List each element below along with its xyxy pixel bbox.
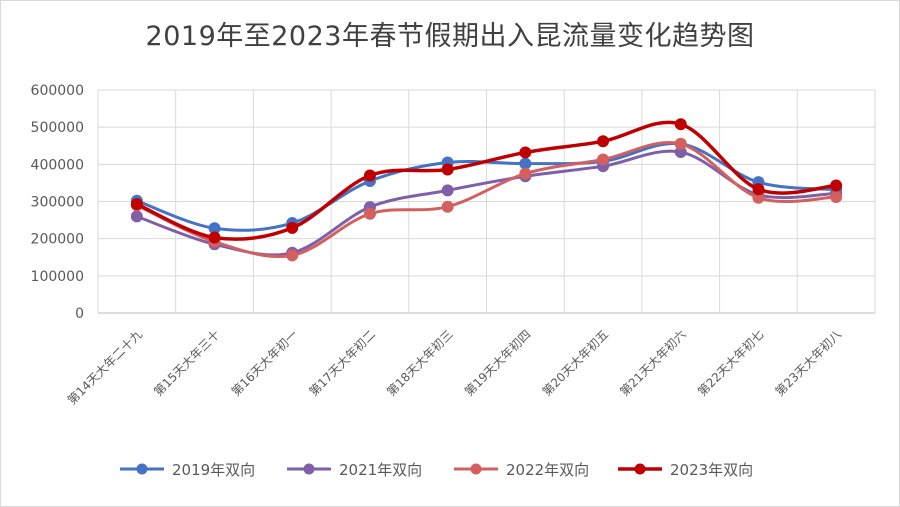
data-point	[752, 183, 765, 196]
x-tick-label: 第15天大年三十	[151, 327, 223, 399]
series-4	[130, 118, 843, 244]
data-point	[286, 221, 299, 234]
x-tick-label: 第23天大年初八	[773, 327, 845, 399]
data-point	[519, 157, 532, 170]
legend-label: 2019年双向	[172, 461, 255, 479]
legend-item: 2023年双向	[618, 461, 753, 479]
data-point	[519, 146, 532, 159]
series-group	[130, 118, 843, 262]
data-point	[830, 179, 843, 192]
legend-label: 2021年双向	[339, 461, 422, 479]
data-point	[674, 137, 687, 150]
data-point	[441, 184, 454, 197]
x-tick-label: 第16天大年初一	[229, 327, 301, 399]
series-line	[136, 141, 837, 259]
data-point	[130, 210, 143, 223]
x-tick-label: 第20天大年初五	[540, 327, 612, 399]
legend-marker	[470, 463, 482, 475]
data-point	[441, 200, 454, 213]
x-tick-label: 第18天大年初三	[384, 327, 456, 399]
legend-marker	[136, 463, 148, 475]
data-point	[363, 169, 376, 182]
legend-marker	[634, 463, 646, 475]
x-tick-label: 第21天大年初六	[617, 327, 689, 399]
x-tick-label: 第14天大年二十九	[65, 327, 145, 407]
series-line	[136, 120, 837, 241]
y-tick-label: 600000	[31, 83, 84, 99]
y-tick-label: 100000	[31, 269, 84, 285]
data-point	[130, 198, 143, 211]
legend: 2019年双向 2021年双向 2022年双向 2023年双向	[120, 461, 753, 479]
y-tick-label: 200000	[31, 232, 84, 248]
x-tick-label: 第22天大年初七	[695, 327, 767, 399]
x-tick-label: 第17天大年初二	[306, 327, 378, 399]
y-axis: 0 100000 200000 300000 400000 500000 600000	[31, 83, 84, 322]
data-point	[363, 207, 376, 220]
x-tick-label: 第19天大年初四	[462, 327, 534, 399]
y-tick-label: 0	[75, 306, 84, 322]
data-point	[830, 191, 843, 204]
legend-item: 2019年双向	[120, 461, 255, 479]
y-tick-label: 400000	[31, 157, 84, 173]
grid	[97, 89, 876, 314]
legend-label: 2023年双向	[670, 461, 753, 479]
data-point	[597, 135, 610, 148]
data-point	[208, 231, 221, 244]
legend-marker	[303, 463, 315, 475]
legend-label: 2022年双向	[506, 461, 589, 479]
data-point	[597, 153, 610, 166]
data-point	[519, 167, 532, 180]
data-point	[286, 249, 299, 262]
x-axis: 第14天大年二十九 第15天大年三十 第16天大年初一 第17天大年初二 第18天大年初…	[65, 327, 844, 407]
legend-item: 2022年双向	[454, 461, 589, 479]
y-tick-label: 500000	[31, 120, 84, 136]
legend-item: 2021年双向	[287, 461, 422, 479]
y-tick-label: 300000	[31, 195, 84, 211]
data-point	[441, 163, 454, 176]
chart-title: 2019年至2023年春节假期出入昆流量变化趋势图	[145, 21, 755, 52]
data-point	[674, 118, 687, 131]
